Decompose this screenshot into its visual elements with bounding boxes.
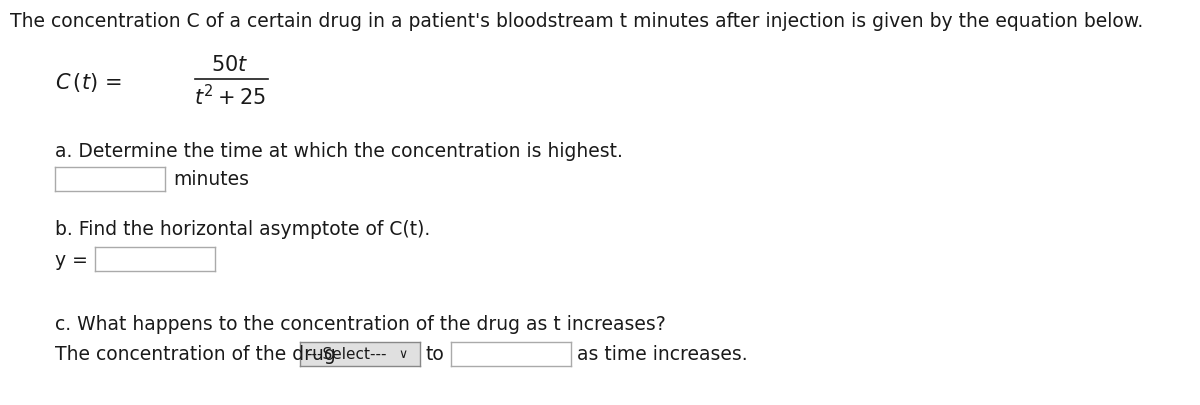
Text: c. What happens to the concentration of the drug as t increases?: c. What happens to the concentration of … [55, 314, 666, 333]
Text: ---Select---: ---Select--- [306, 347, 386, 362]
Text: y =: y = [55, 250, 94, 269]
Text: The concentration C of a certain drug in a patient's bloodstream t minutes after: The concentration C of a certain drug in… [10, 12, 1144, 31]
Text: a. Determine the time at which the concentration is highest.: a. Determine the time at which the conce… [55, 142, 623, 161]
Text: ∨: ∨ [398, 347, 408, 360]
Text: The concentration of the drug: The concentration of the drug [55, 345, 336, 364]
Text: to: to [426, 345, 445, 364]
Text: $C\,(t)\,=$: $C\,(t)\,=$ [55, 70, 122, 93]
Text: $t^2 + 25$: $t^2 + 25$ [194, 84, 266, 109]
Text: minutes: minutes [173, 170, 250, 189]
Text: $50t$: $50t$ [211, 55, 248, 75]
Text: as time increases.: as time increases. [577, 345, 748, 364]
Text: b. Find the horizontal asymptote of C(t).: b. Find the horizontal asymptote of C(t)… [55, 220, 431, 239]
